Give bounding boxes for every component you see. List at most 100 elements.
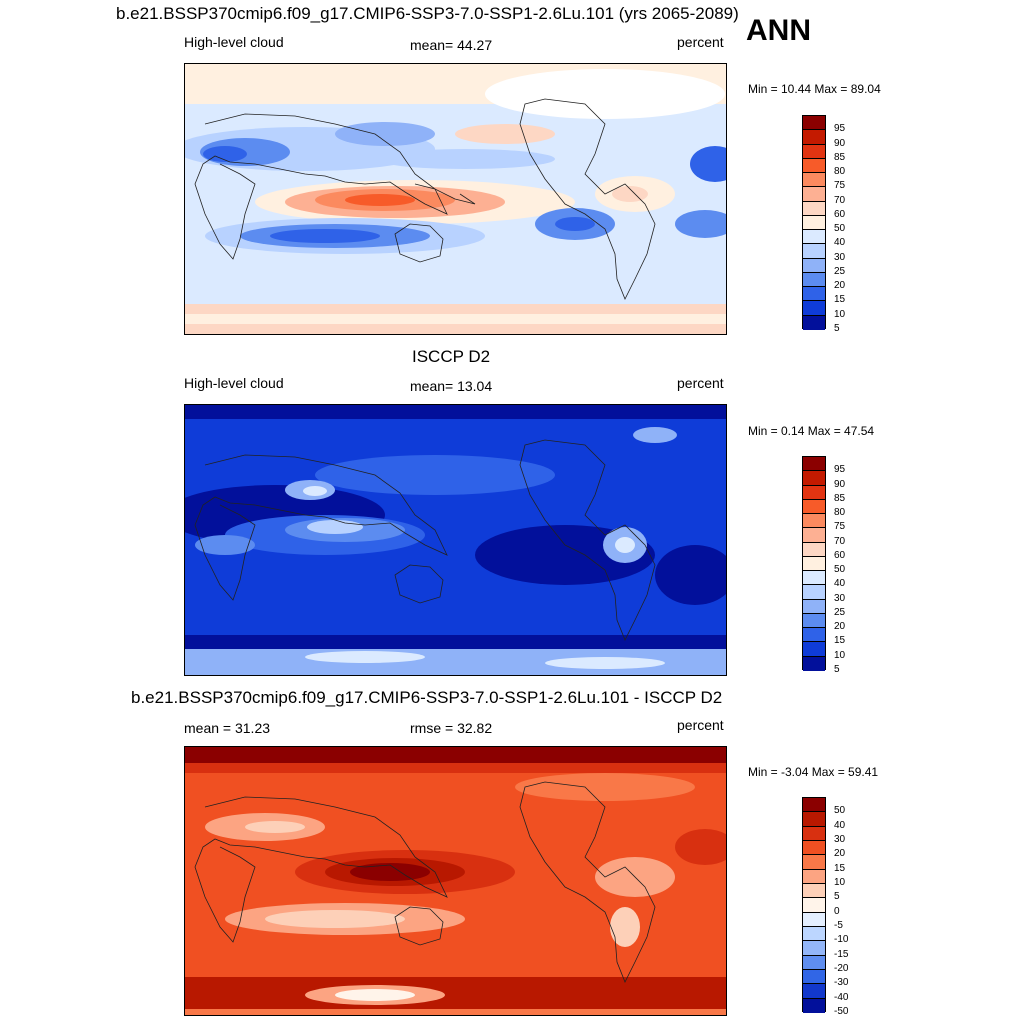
colorbar-box <box>803 158 825 174</box>
colorbar-label: 90 <box>834 478 846 490</box>
colorbar-box <box>803 514 825 529</box>
colorbar-label: 80 <box>834 507 846 519</box>
panel3-mean-label: mean = 31.23 <box>184 720 271 736</box>
colorbar-box <box>803 230 825 245</box>
colorbar-box <box>803 201 825 216</box>
colorbar-box <box>803 898 825 913</box>
colorbar-label: 70 <box>834 194 846 206</box>
colorbar-box <box>803 272 825 288</box>
colorbar-box <box>803 883 825 899</box>
colorbar-box <box>803 840 825 856</box>
colorbar-box <box>803 656 825 671</box>
colorbar-box <box>803 315 825 330</box>
colorbar-box <box>803 215 825 231</box>
panel3-minmax: Min = -3.04 Max = 59.41 <box>748 765 879 779</box>
colorbar-label: 60 <box>834 549 846 561</box>
colorbar-box <box>803 144 825 159</box>
panel3-map <box>184 746 727 1016</box>
colorbar-box <box>803 642 825 657</box>
colorbar-box <box>803 969 825 985</box>
colorbar-label: 40 <box>834 578 846 590</box>
colorbar-label: 30 <box>834 834 846 845</box>
colorbar-box <box>803 556 825 572</box>
panel2-variable-label: High-level cloud <box>184 375 284 391</box>
panel1-field <box>185 64 726 334</box>
colorbar-label: 95 <box>834 464 846 476</box>
panel1-variable-label: High-level cloud <box>184 34 284 50</box>
colorbar-label: 10 <box>834 308 846 320</box>
colorbar-label: 30 <box>834 592 846 604</box>
colorbar-label: 5 <box>834 664 840 675</box>
colorbar-label: 0 <box>834 905 840 917</box>
colorbar-label: 20 <box>834 280 846 292</box>
colorbar-label: 80 <box>834 166 846 178</box>
panel1-mean-label: mean= 44.27 <box>410 37 493 53</box>
colorbar-label: -20 <box>834 963 849 974</box>
colorbar-box <box>803 869 825 884</box>
panel2-colorbar <box>802 456 826 671</box>
colorbar-box <box>803 258 825 273</box>
colorbar-box <box>803 613 825 629</box>
colorbar-label: -5 <box>834 920 843 931</box>
colorbar-label: 90 <box>834 137 846 149</box>
colorbar-label: 75 <box>834 180 846 192</box>
colorbar-box <box>803 485 825 500</box>
colorbar-box <box>803 912 825 927</box>
colorbar-label: 85 <box>834 492 846 504</box>
colorbar-box <box>803 812 825 827</box>
colorbar-box <box>803 855 825 870</box>
panel2-map <box>184 404 727 676</box>
colorbar-box <box>803 130 825 145</box>
panel2-minmax: Min = 0.14 Max = 47.54 <box>748 424 875 438</box>
colorbar-box <box>803 926 825 942</box>
colorbar-label: -15 <box>834 948 849 960</box>
colorbar-box <box>803 187 825 202</box>
colorbar-label: 10 <box>834 649 846 661</box>
colorbar-label: 40 <box>834 237 846 249</box>
colorbar-label: 50 <box>834 223 846 235</box>
colorbar-box <box>803 599 825 614</box>
colorbar-label: 5 <box>834 891 840 903</box>
colorbar-label: 25 <box>834 606 846 618</box>
colorbar-label: 50 <box>834 805 846 817</box>
panel2-units-label: percent <box>677 375 724 391</box>
colorbar-label: 70 <box>834 535 846 547</box>
colorbar-label: 20 <box>834 848 846 860</box>
colorbar-box <box>803 287 825 302</box>
panel1-title: b.e21.BSSP370cmip6.f09_g17.CMIP6-SSP3-7.… <box>116 4 739 23</box>
colorbar-label: 95 <box>834 123 846 135</box>
colorbar-box <box>803 499 825 515</box>
panel1-minmax: Min = 10.44 Max = 89.04 <box>748 82 881 96</box>
panel1-colorbar <box>802 115 826 330</box>
colorbar-box <box>803 528 825 543</box>
panel1-units-label: percent <box>677 34 724 50</box>
colorbar-box <box>803 798 825 813</box>
colorbar-box <box>803 116 825 131</box>
colorbar-label: -50 <box>834 1006 849 1017</box>
colorbar-box <box>803 173 825 188</box>
colorbar-label: 10 <box>834 877 846 888</box>
panel1-map <box>184 63 727 335</box>
colorbar-label: 25 <box>834 265 846 277</box>
colorbar-label: 20 <box>834 621 846 633</box>
colorbar-box <box>803 301 825 316</box>
colorbar-label: 30 <box>834 251 846 263</box>
season-label: ANN <box>746 14 811 47</box>
colorbar-label: 85 <box>834 151 846 163</box>
panel2-title: ISCCP D2 <box>412 347 491 366</box>
colorbar-box <box>803 457 825 472</box>
colorbar-label: -10 <box>834 934 849 946</box>
colorbar-box <box>803 571 825 586</box>
colorbar-box <box>803 244 825 259</box>
panel3-units-label: percent <box>677 717 724 733</box>
panel3-rmse-label: rmse = 32.82 <box>410 720 493 736</box>
colorbar-label: 15 <box>834 294 846 306</box>
colorbar-label: -30 <box>834 977 849 989</box>
colorbar-label: 15 <box>834 862 846 874</box>
panel3-title: b.e21.BSSP370cmip6.f09_g17.CMIP6-SSP3-7.… <box>131 688 723 707</box>
panel3-colorbar <box>802 797 826 1013</box>
colorbar-box <box>803 628 825 643</box>
colorbar-label: 5 <box>834 323 840 334</box>
colorbar-box <box>803 471 825 486</box>
colorbar-box <box>803 542 825 557</box>
